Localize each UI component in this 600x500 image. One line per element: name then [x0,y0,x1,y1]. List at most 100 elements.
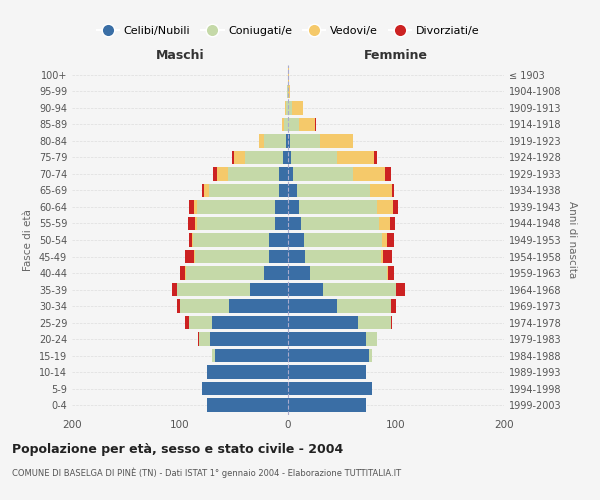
Bar [388,266,394,280]
Bar [281,118,284,131]
Bar [188,200,194,214]
Bar [234,150,245,164]
Bar [288,134,290,147]
Bar [212,316,288,330]
Bar [284,118,288,131]
Bar [292,101,303,114]
Bar [392,184,394,197]
Bar [210,332,288,346]
Bar [393,200,398,214]
Bar [285,101,286,114]
Bar [280,167,288,180]
Bar [188,233,192,247]
Bar [280,184,288,197]
Bar [232,150,234,164]
Bar [209,184,280,197]
Bar [288,283,323,296]
Bar [212,349,215,362]
Bar [288,316,358,330]
Bar [288,184,296,197]
Bar [385,167,391,180]
Bar [177,300,180,313]
Bar [288,300,337,313]
Bar [301,216,379,230]
Bar [377,200,393,214]
Bar [288,150,291,164]
Bar [382,233,388,247]
Bar [214,167,217,180]
Bar [217,167,227,180]
Bar [366,332,377,346]
Bar [185,250,194,264]
Bar [288,332,366,346]
Bar [388,233,394,247]
Y-axis label: Anni di nascita: Anni di nascita [567,202,577,278]
Bar [337,150,374,164]
Bar [299,200,377,214]
Bar [288,250,305,264]
Bar [288,200,299,214]
Bar [370,184,392,197]
Bar [188,316,212,330]
Bar [264,134,286,147]
Bar [304,233,382,247]
Bar [353,167,385,180]
Bar [290,134,320,147]
Bar [185,316,188,330]
Bar [299,118,315,131]
Bar [197,200,275,214]
Bar [180,300,229,313]
Bar [202,382,288,396]
Bar [192,233,193,247]
Bar [197,216,275,230]
Bar [269,250,288,264]
Legend: Celibi/Nubili, Coniugati/e, Vedovi/e, Divorziati/e: Celibi/Nubili, Coniugati/e, Vedovi/e, Di… [92,22,484,40]
Bar [188,216,195,230]
Bar [269,233,288,247]
Bar [323,283,396,296]
Bar [288,366,366,379]
Bar [293,167,353,180]
Bar [296,184,370,197]
Bar [250,283,288,296]
Bar [177,283,250,296]
Bar [264,266,288,280]
Bar [381,250,383,264]
Bar [320,134,353,147]
Bar [215,349,288,362]
Bar [291,150,337,164]
Bar [383,250,392,264]
Bar [369,349,372,362]
Bar [391,300,396,313]
Bar [288,118,299,131]
Bar [245,150,283,164]
Bar [194,250,195,264]
Text: Femmine: Femmine [364,48,428,62]
Bar [288,398,366,412]
Bar [202,184,204,197]
Bar [199,332,210,346]
Bar [288,216,301,230]
Bar [207,398,288,412]
Text: Maschi: Maschi [155,48,205,62]
Bar [194,200,197,214]
Bar [195,216,197,230]
Bar [204,184,209,197]
Bar [195,250,269,264]
Text: Popolazione per età, sesso e stato civile - 2004: Popolazione per età, sesso e stato civil… [12,442,343,456]
Bar [229,300,288,313]
Bar [391,316,392,330]
Bar [207,366,288,379]
Bar [305,250,381,264]
Bar [283,150,288,164]
Bar [288,167,293,180]
Bar [288,266,310,280]
Bar [275,216,288,230]
Bar [172,283,177,296]
Bar [315,118,316,131]
Bar [389,216,395,230]
Bar [288,233,304,247]
Bar [396,283,404,296]
Bar [288,101,292,114]
Bar [185,266,187,280]
